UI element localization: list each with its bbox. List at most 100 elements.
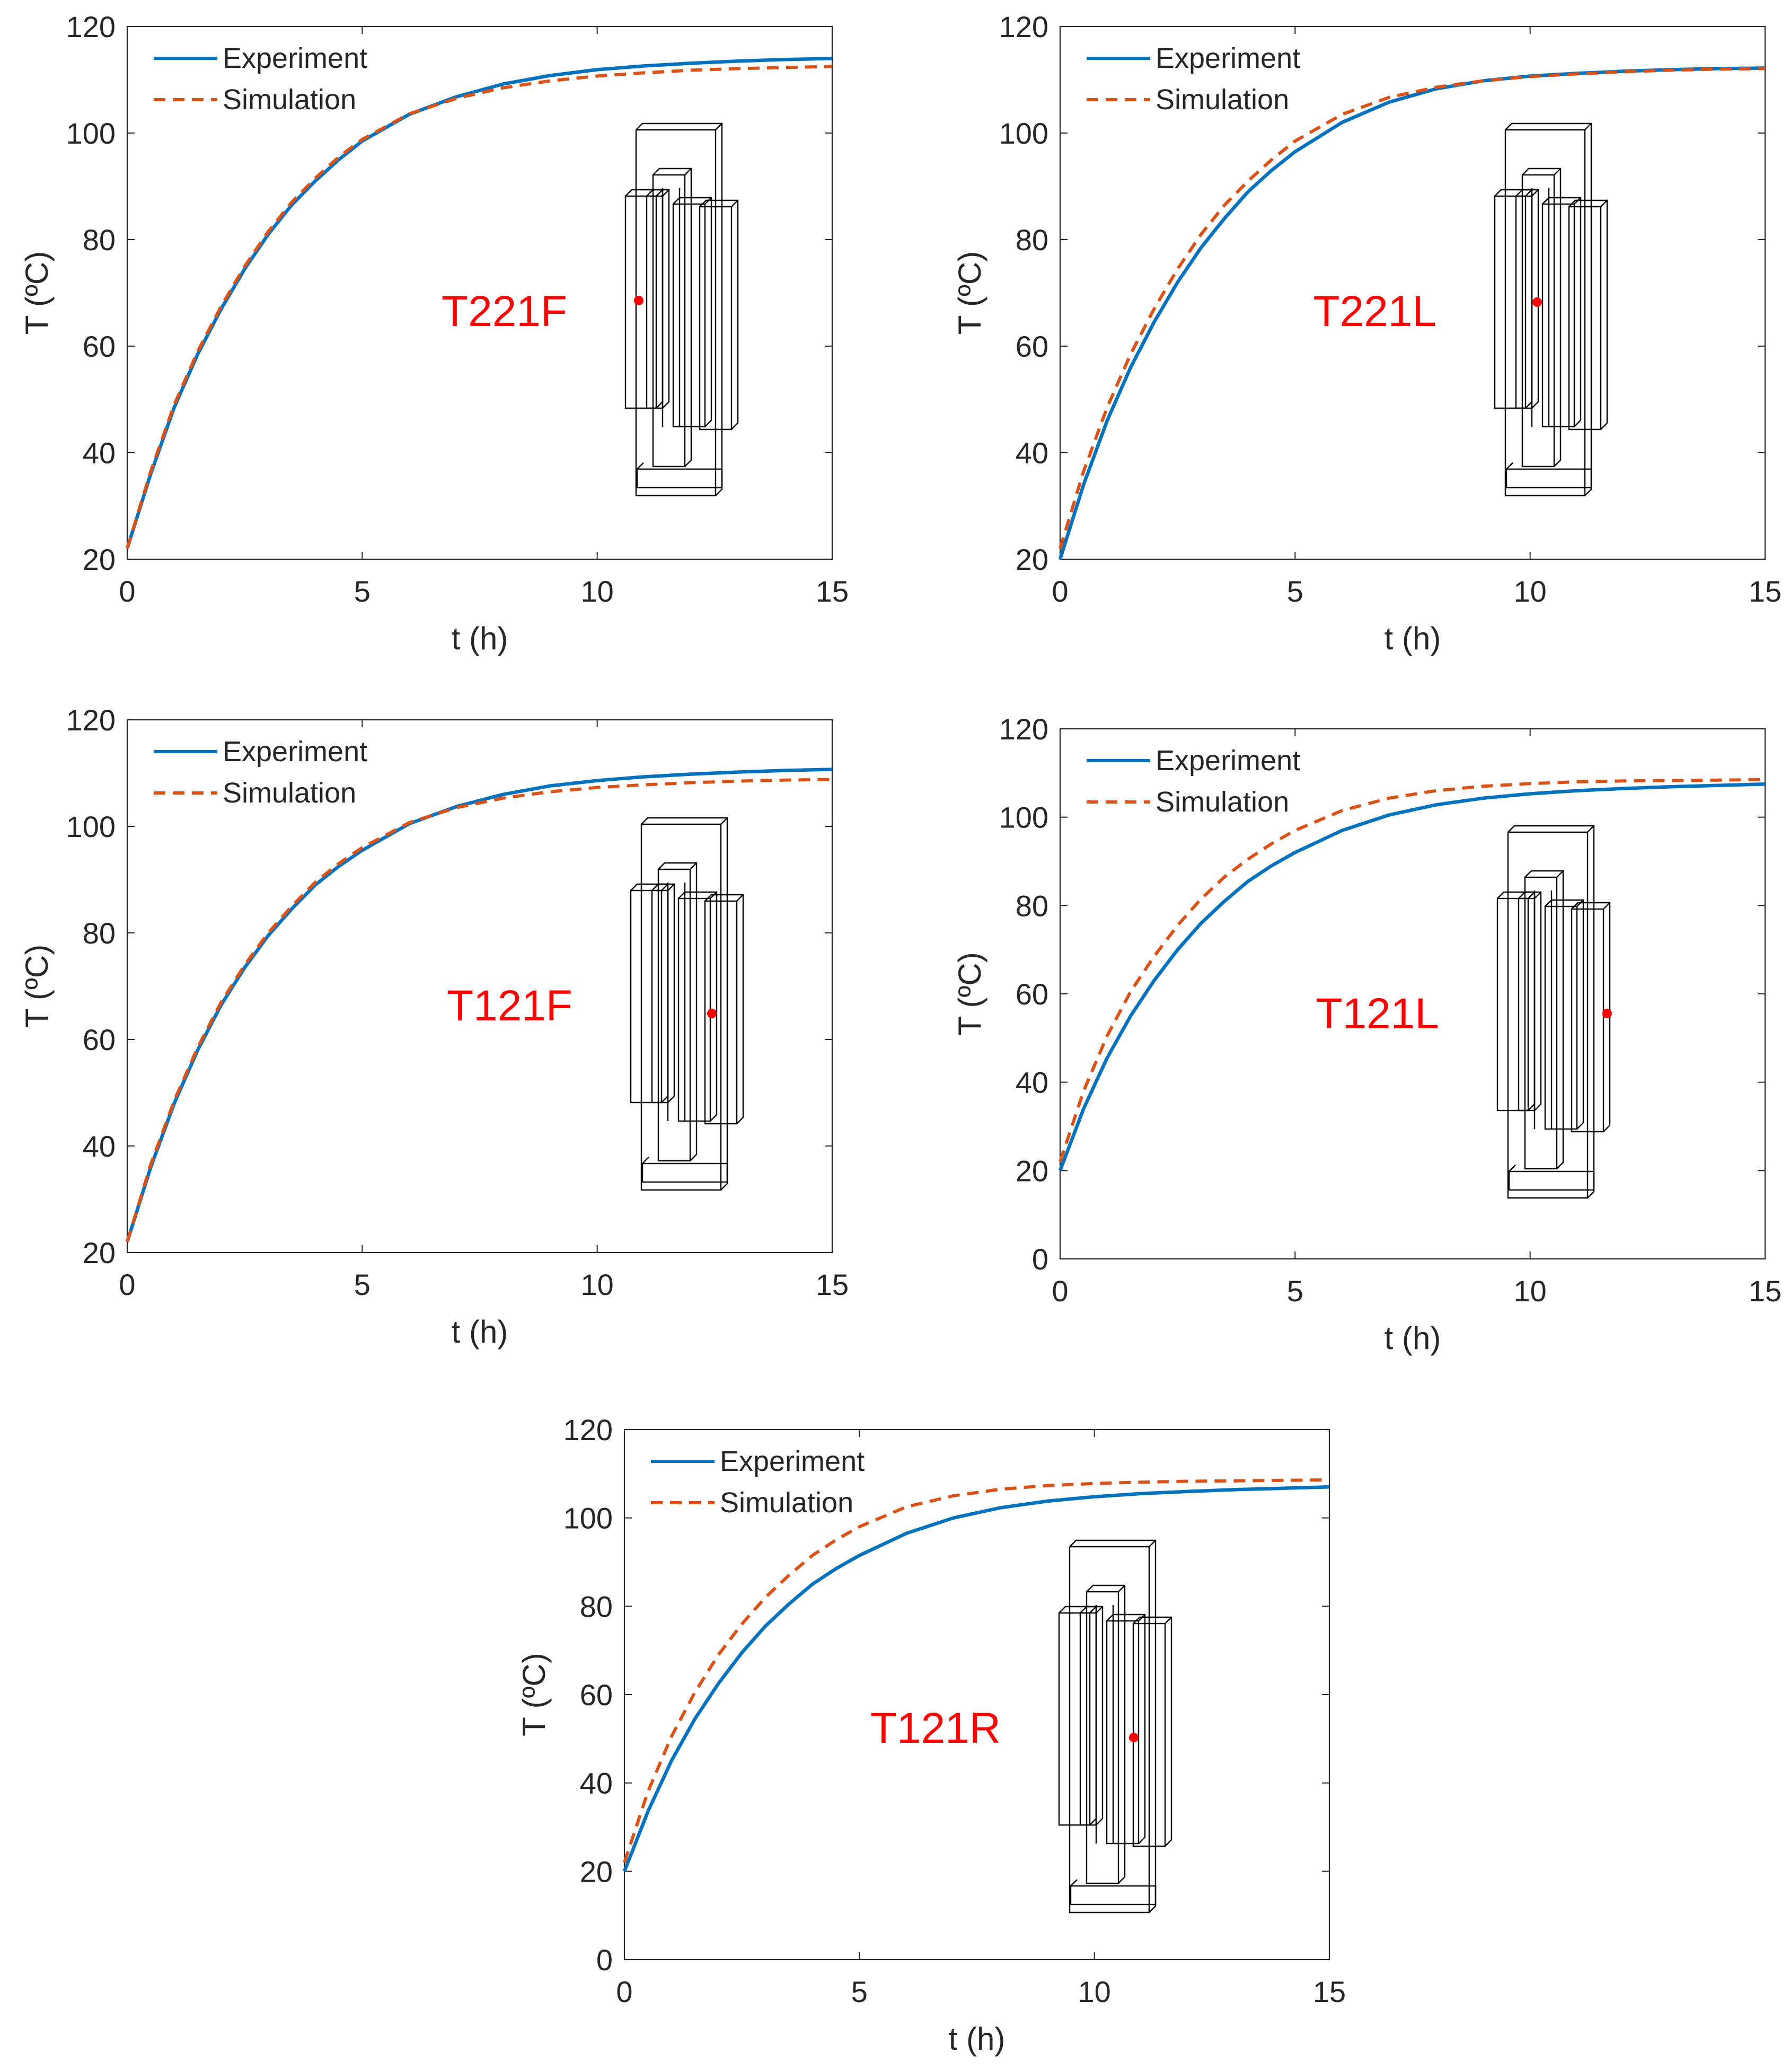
y-tick-label: 20 [83, 543, 116, 576]
x-tick-label: 0 [119, 575, 135, 608]
legend-label-experiment: Experiment [720, 1445, 865, 1477]
series-line-simulation [126, 778, 833, 1242]
legend-label-experiment: Experiment [223, 42, 367, 74]
x-tick-label: 0 [1052, 1274, 1068, 1308]
sensor-location-marker [1532, 297, 1542, 307]
x-tick-label: 0 [1052, 575, 1068, 608]
sensor-label: T121R [870, 1704, 1001, 1752]
y-tick-label: 40 [580, 1767, 613, 1800]
y-tick-label: 80 [580, 1590, 613, 1623]
sensor-location-marker [1602, 1009, 1612, 1018]
x-axis-label: t (h) [1385, 621, 1441, 656]
series-line-simulation [1059, 778, 1766, 1162]
x-axis-label: t (h) [452, 1314, 508, 1350]
plot-area [1059, 25, 1766, 560]
sensor-label: T221L [1313, 287, 1436, 336]
y-tick-label: 20 [1016, 1154, 1048, 1187]
sensor-location-marker [634, 296, 643, 305]
y-tick-label: 100 [66, 810, 116, 843]
sensor-location-marker [1129, 1733, 1139, 1742]
y-tick-label: 120 [999, 10, 1048, 43]
x-tick-label: 10 [1078, 1975, 1111, 2008]
x-tick-label: 0 [616, 1975, 632, 2008]
x-tick-label: 15 [816, 575, 849, 608]
legend-label-simulation: Simulation [1156, 786, 1289, 818]
y-axis-label: T (ºC) [516, 1653, 552, 1736]
y-tick-label: 120 [563, 1413, 613, 1447]
specimen-schematic [624, 122, 739, 497]
sensor-label: T121L [1316, 990, 1439, 1038]
x-tick-label: 10 [581, 575, 614, 608]
specimen-schematic [1494, 122, 1608, 497]
x-axis-label: t (h) [1385, 1320, 1441, 1356]
plot-area [623, 1429, 1330, 1961]
x-tick-label: 15 [1313, 1975, 1346, 2008]
y-tick-label: 60 [83, 330, 116, 363]
x-tick-label: 5 [354, 575, 371, 608]
plot-area [1059, 728, 1766, 1260]
specimen-schematic [630, 817, 744, 1191]
y-tick-label: 120 [999, 712, 1048, 746]
y-tick-label: 0 [1032, 1242, 1048, 1276]
sensor-label: T121F [447, 982, 572, 1030]
y-tick-label: 60 [1016, 977, 1048, 1011]
legend-label-simulation: Simulation [223, 84, 356, 116]
legend-label-simulation: Simulation [223, 777, 356, 809]
series-line-simulation [1059, 67, 1766, 549]
chart-panel-t121r: 0 5 10 15 0 20 40 60 80 100 120 t (h) T (ºC) T121R Exp… [516, 1413, 1346, 2057]
x-tick-label: 5 [354, 1268, 371, 1301]
x-tick-label: 5 [1287, 575, 1303, 608]
y-tick-label: 20 [580, 1855, 613, 1888]
x-tick-label: 10 [1514, 1274, 1547, 1308]
y-axis-label: T (ºC) [952, 952, 987, 1035]
legend-label-experiment: Experiment [1156, 745, 1300, 777]
y-tick-label: 20 [1016, 543, 1048, 576]
x-tick-label: 5 [851, 1975, 868, 2008]
series-line-simulation [126, 65, 833, 549]
x-tick-label: 10 [1514, 575, 1547, 608]
x-axis-label: t (h) [949, 2021, 1006, 2057]
chart-panel-t121l: 0 5 10 15 0 20 40 60 80 100 120 t (h) T (ºC) T121L Exp… [952, 712, 1782, 1356]
y-tick-label: 120 [66, 703, 116, 737]
y-axis-label: T (ºC) [19, 945, 55, 1028]
y-tick-label: 60 [580, 1678, 613, 1712]
legend-label-experiment: Experiment [1156, 42, 1300, 74]
y-tick-label: 40 [1016, 436, 1048, 470]
x-tick-label: 5 [1287, 1274, 1303, 1308]
legend-label-simulation: Simulation [1156, 84, 1289, 116]
x-tick-label: 0 [119, 1268, 135, 1301]
sensor-location-marker [707, 1009, 717, 1018]
y-tick-label: 40 [1016, 1066, 1048, 1099]
y-tick-label: 20 [83, 1236, 116, 1269]
y-tick-label: 40 [83, 1130, 116, 1163]
specimen-schematic [1496, 825, 1611, 1199]
series-line-experiment [125, 768, 833, 1242]
y-tick-label: 100 [999, 117, 1048, 150]
plot-area [126, 25, 833, 560]
x-tick-label: 15 [1749, 575, 1782, 608]
y-tick-label: 40 [83, 436, 116, 470]
y-tick-label: 80 [1016, 223, 1048, 257]
chart-panel-t221l: 0 5 10 15 20 40 60 80 100 120 t (h) T (ºC) T221L Expe… [952, 10, 1782, 656]
chart-panel-t121f: 0 5 10 15 20 40 60 80 100 120 t (h) T (ºC) T121F Expe… [19, 703, 849, 1350]
y-tick-label: 100 [999, 801, 1048, 834]
legend-label-experiment: Experiment [223, 736, 367, 768]
chart-panel-t221f: 0 5 10 15 20 40 60 80 100 120 t (h) T (ºC) T221F Expe… [19, 10, 849, 656]
y-tick-label: 100 [563, 1502, 613, 1535]
x-tick-label: 15 [1749, 1274, 1782, 1308]
sensor-label: T221F [442, 287, 567, 336]
y-tick-label: 80 [1016, 889, 1048, 922]
specimen-schematic [1058, 1539, 1172, 1914]
y-tick-label: 0 [596, 1943, 613, 1977]
legend-label-simulation: Simulation [720, 1487, 853, 1519]
y-tick-label: 60 [83, 1023, 116, 1056]
y-tick-label: 120 [66, 10, 116, 43]
y-tick-label: 60 [1016, 330, 1048, 363]
y-tick-label: 100 [66, 117, 116, 150]
y-axis-label: T (ºC) [19, 251, 55, 334]
y-axis-label: T (ºC) [952, 251, 987, 334]
x-tick-label: 10 [581, 1268, 614, 1301]
series-line-experiment [1058, 782, 1766, 1171]
y-tick-label: 80 [83, 916, 116, 950]
